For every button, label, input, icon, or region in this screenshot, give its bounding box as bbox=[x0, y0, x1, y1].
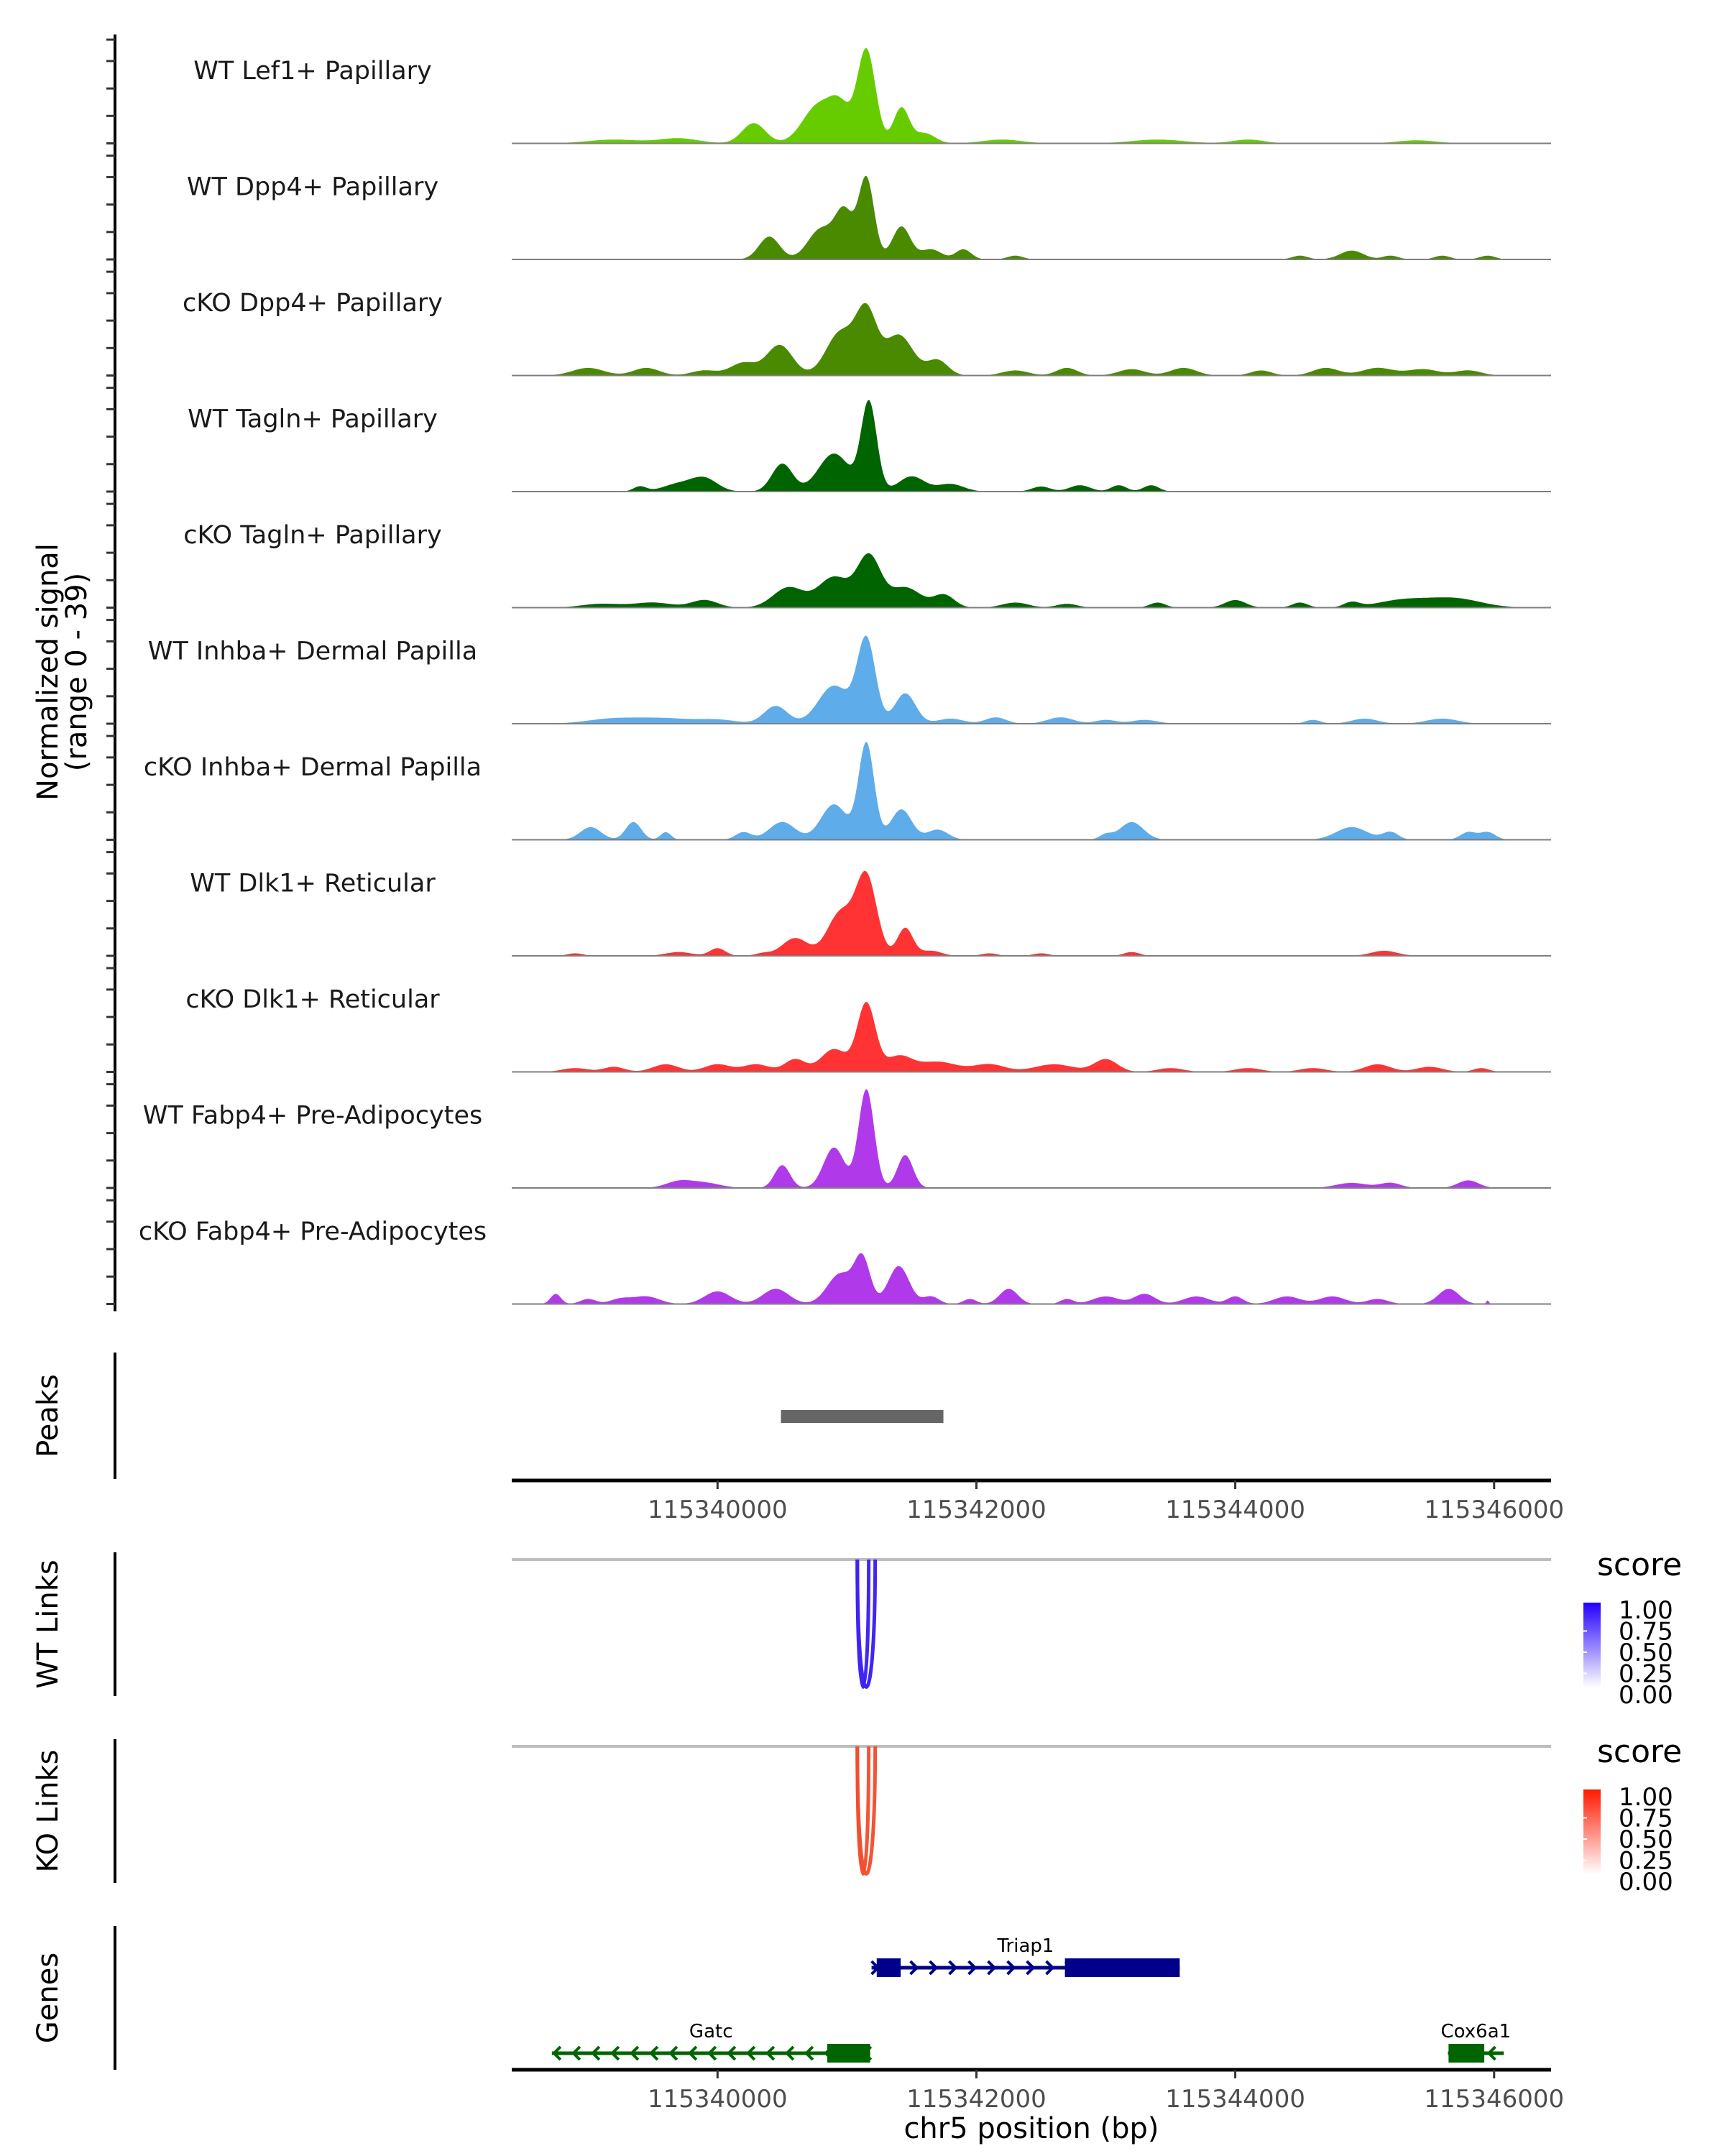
strand-arrow-icon bbox=[804, 2045, 814, 2061]
coverage-area bbox=[512, 303, 1551, 376]
ko-links-track-label: KO Links bbox=[32, 1750, 65, 1873]
x-tick-label: 115340000 bbox=[648, 1496, 788, 1524]
link-arc bbox=[855, 1559, 871, 1689]
legend-title: score bbox=[1597, 1733, 1682, 1770]
legend-colorbar bbox=[1583, 1789, 1601, 1874]
coverage-area bbox=[512, 742, 1551, 840]
strand-arrow-icon bbox=[629, 2045, 640, 2061]
gene-label: Gatc bbox=[689, 2021, 733, 2042]
strand-arrow-icon bbox=[987, 1960, 997, 1976]
track-label: cKO Fabp4+ Pre-Adipocytes bbox=[139, 1217, 487, 1246]
gene-exon bbox=[827, 2044, 870, 2063]
legend-label: 0.75 bbox=[1619, 1618, 1673, 1646]
strand-arrow-icon bbox=[929, 1960, 939, 1976]
peaks-track-label: Peaks bbox=[32, 1374, 65, 1457]
strand-arrow-icon bbox=[726, 2045, 737, 2061]
track-label: WT Dlk1+ Reticular bbox=[190, 870, 436, 898]
legend-label: 0.75 bbox=[1619, 1805, 1673, 1833]
links-tracks bbox=[512, 1558, 1551, 1876]
coverage-area bbox=[512, 47, 1551, 144]
x-tick-label: 115346000 bbox=[1424, 2085, 1564, 2114]
legend-label: 0.50 bbox=[1619, 1639, 1673, 1667]
coverage-area bbox=[512, 1253, 1551, 1304]
coverage-tracks: WT Lef1+ Papillary WT Dpp4+ Papillary cKO … bbox=[139, 47, 1551, 1305]
legend-label: 0.25 bbox=[1619, 1660, 1673, 1689]
x-axis-title: chr5 position (bp) bbox=[903, 2112, 1159, 2145]
legend-label: 0.50 bbox=[1619, 1825, 1673, 1854]
coverage-area bbox=[512, 1002, 1551, 1072]
strand-arrow-icon bbox=[1486, 2045, 1496, 2061]
peak-region bbox=[781, 1410, 944, 1423]
track-label: cKO Inhba+ Dermal Papilla bbox=[144, 753, 482, 782]
track-label: cKO Dpp4+ Papillary bbox=[183, 289, 443, 318]
x-axis-peaks: 115340000 115342000 115344000 115346000 bbox=[512, 1478, 1564, 1524]
gene-label: Triap1 bbox=[997, 1935, 1054, 1957]
coverage-y-label-line1: Normalized signal bbox=[32, 543, 65, 801]
strand-arrow-icon bbox=[909, 1960, 919, 1976]
strand-arrow-icon bbox=[1006, 1960, 1016, 1976]
wt-links-track-label: WT Links bbox=[32, 1560, 65, 1688]
coverage-area bbox=[512, 175, 1551, 259]
gene-label: Cox6a1 bbox=[1441, 2021, 1512, 2042]
strand-arrow-icon bbox=[948, 1960, 958, 1976]
x-tick-label: 115342000 bbox=[906, 2085, 1046, 2114]
strand-arrow-icon bbox=[967, 1960, 978, 1976]
x-tick-label: 115340000 bbox=[648, 2085, 788, 2114]
strand-arrow-icon bbox=[590, 2045, 601, 2061]
strand-arrow-icon bbox=[707, 2045, 717, 2061]
x-tick-label: 115344000 bbox=[1165, 2085, 1305, 2114]
legend-label: 0.00 bbox=[1619, 1681, 1673, 1710]
legend-colorbar bbox=[1583, 1603, 1601, 1687]
track-label: cKO Tagln+ Papillary bbox=[183, 521, 442, 550]
legend-label: 0.25 bbox=[1619, 1847, 1673, 1876]
x-axis-genes: 115340000 115342000 115344000 115346000 bbox=[512, 2068, 1564, 2114]
track-label: WT Fabp4+ Pre-Adipocytes bbox=[143, 1102, 482, 1130]
legend-label: 1.00 bbox=[1619, 1596, 1673, 1625]
track-label: cKO Dlk1+ Reticular bbox=[185, 985, 440, 1014]
x-tick-label: 115344000 bbox=[1165, 1496, 1305, 1524]
genes-track: Triap1 Gatc Cox6a1 bbox=[551, 1935, 1512, 2063]
strand-arrow-icon bbox=[1045, 1960, 1055, 1976]
strand-arrow-icon bbox=[765, 2045, 776, 2061]
peaks-track bbox=[781, 1410, 944, 1423]
gene-exon bbox=[876, 1958, 901, 1977]
coverage-y-label-line2: (range 0 - 39) bbox=[60, 573, 93, 771]
strand-arrow-icon bbox=[784, 2045, 795, 2061]
x-tick-label: 115346000 bbox=[1424, 1496, 1564, 1524]
strand-arrow-icon bbox=[668, 2045, 678, 2061]
strand-arrow-icon bbox=[648, 2045, 659, 2061]
track-label: WT Dpp4+ Papillary bbox=[187, 173, 438, 202]
coverage-area bbox=[512, 400, 1551, 492]
strand-arrow-icon bbox=[687, 2045, 698, 2061]
coverage-area bbox=[512, 635, 1551, 724]
strand-arrow-icon bbox=[571, 2045, 581, 2061]
track-label: WT Inhba+ Dermal Papilla bbox=[148, 637, 477, 666]
strand-arrow-icon bbox=[1026, 1960, 1036, 1976]
strand-arrow-icon bbox=[610, 2045, 620, 2061]
legend-label: 0.00 bbox=[1619, 1868, 1673, 1897]
strand-arrow-icon bbox=[551, 2045, 562, 2061]
score-legends: score1.000.750.500.250.00score1.000.750.… bbox=[1583, 1547, 1682, 1897]
legend-title: score bbox=[1597, 1547, 1682, 1583]
coverage-area bbox=[512, 870, 1551, 956]
coverage-y-axis bbox=[106, 34, 116, 1312]
strand-arrow-icon bbox=[745, 2045, 756, 2061]
track-label: WT Lef1+ Papillary bbox=[193, 57, 432, 86]
link-arc bbox=[855, 1746, 871, 1876]
gene-exon bbox=[1064, 1958, 1180, 1977]
gene-exon bbox=[1448, 2044, 1485, 2063]
genes-track-label: Genes bbox=[32, 1953, 65, 2043]
coverage-area bbox=[512, 1089, 1551, 1188]
legend-label: 1.00 bbox=[1619, 1783, 1673, 1812]
x-tick-label: 115342000 bbox=[906, 1496, 1046, 1524]
coverage-area bbox=[512, 553, 1551, 608]
track-label: WT Tagln+ Papillary bbox=[188, 405, 438, 434]
